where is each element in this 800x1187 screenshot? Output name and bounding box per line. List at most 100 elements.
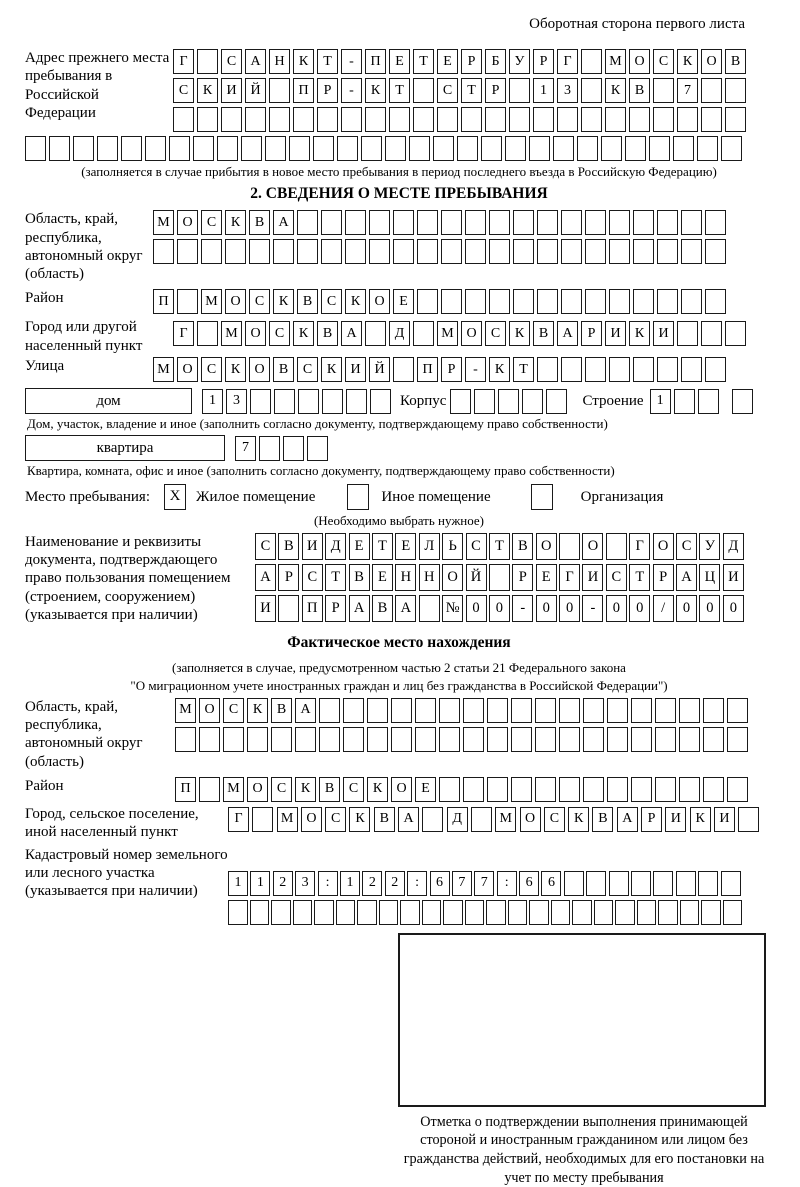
grid-cell[interactable]: К (629, 321, 650, 347)
grid-cell[interactable] (417, 210, 438, 236)
grid-cell[interactable]: В (592, 806, 614, 832)
grid-cell[interactable]: / (652, 594, 674, 622)
grid-cell[interactable]: А (557, 321, 578, 347)
grid-cell[interactable] (581, 107, 602, 132)
grid-cell[interactable] (378, 899, 398, 925)
grid-cell[interactable] (223, 726, 244, 752)
grid-cell[interactable] (314, 899, 334, 925)
grid-cell[interactable]: А (295, 697, 316, 723)
grid-cell[interactable] (633, 239, 654, 265)
grid-cell[interactable] (433, 136, 454, 161)
grid-cell[interactable]: Д (325, 532, 347, 560)
grid-cell[interactable]: О (701, 49, 722, 74)
grid-cell[interactable] (698, 870, 719, 896)
grid-cell[interactable]: О (582, 532, 604, 560)
grid-cell[interactable] (247, 726, 268, 752)
grid-cell[interactable]: В (512, 532, 534, 560)
grid-cell[interactable]: Г (228, 806, 249, 832)
grid-cell[interactable]: 0 (722, 594, 744, 622)
grid-cell[interactable] (583, 776, 604, 802)
grid-cell[interactable]: 3 (295, 870, 316, 896)
grid-cell[interactable] (607, 776, 628, 802)
grid-cell[interactable]: С (173, 78, 194, 103)
grid-cell[interactable] (677, 107, 698, 132)
grid-cell[interactable] (49, 136, 70, 161)
grid-cell[interactable]: Т (389, 78, 410, 103)
grid-cell[interactable] (593, 899, 613, 925)
grid-cell[interactable] (474, 388, 496, 414)
grid-cell[interactable] (498, 388, 520, 414)
grid-cell[interactable]: - (512, 594, 534, 622)
grid-cell[interactable] (537, 239, 558, 265)
grid-cell[interactable]: О (177, 357, 198, 383)
grid-cell[interactable] (201, 239, 222, 265)
grid-cell[interactable]: Г (173, 49, 194, 74)
grid-cell[interactable] (417, 239, 438, 265)
grid-cell[interactable] (727, 697, 748, 723)
grid-cell[interactable] (241, 136, 262, 161)
grid-cell[interactable] (465, 210, 486, 236)
grid-cell[interactable]: К (489, 357, 510, 383)
grid-cell[interactable] (269, 107, 290, 132)
grid-cell[interactable] (343, 726, 364, 752)
grid-cell[interactable]: В (273, 357, 294, 383)
grid-cell[interactable]: О (247, 776, 268, 802)
grid-cell[interactable]: О (391, 776, 412, 802)
grid-cell[interactable]: В (297, 289, 318, 315)
grid-cell[interactable] (725, 107, 746, 132)
grid-cell[interactable]: И (605, 321, 626, 347)
grid-cell[interactable] (259, 435, 280, 461)
grid-cell[interactable]: Р (441, 357, 462, 383)
grid-cell[interactable]: Ь (442, 532, 464, 560)
grid-cell[interactable] (145, 136, 166, 161)
grid-cell[interactable] (537, 289, 558, 315)
grid-cell[interactable] (721, 136, 742, 161)
grid-cell[interactable]: 6 (519, 870, 540, 896)
grid-cell[interactable] (703, 697, 724, 723)
grid-cell[interactable] (441, 239, 462, 265)
grid-cell[interactable] (365, 321, 386, 347)
grid-cell[interactable] (297, 239, 318, 265)
grid-cell[interactable] (653, 78, 674, 103)
grid-cell[interactable]: И (255, 594, 276, 622)
grid-cell[interactable]: С (201, 357, 222, 383)
grid-cell[interactable]: Н (269, 49, 290, 74)
grid-cell[interactable] (727, 776, 748, 802)
grid-cell[interactable] (681, 357, 702, 383)
grid-cell[interactable]: П (417, 357, 438, 383)
grid-cell[interactable] (393, 210, 414, 236)
grid-cell[interactable]: К (295, 776, 316, 802)
grid-cell[interactable] (583, 726, 604, 752)
grid-cell[interactable] (631, 776, 652, 802)
grid-cell[interactable]: Т (513, 357, 534, 383)
grid-cell[interactable]: Й (465, 563, 487, 591)
grid-cell[interactable] (463, 726, 484, 752)
grid-cell[interactable] (465, 239, 486, 265)
grid-cell[interactable]: С (221, 49, 242, 74)
grid-cell[interactable] (633, 210, 654, 236)
grid-cell[interactable]: В (629, 78, 650, 103)
grid-cell[interactable]: 1 (339, 870, 360, 896)
grid-cell[interactable] (581, 49, 602, 74)
grid-cell[interactable] (121, 136, 142, 161)
grid-cell[interactable] (345, 210, 366, 236)
grid-cell[interactable] (465, 289, 486, 315)
grid-cell[interactable] (250, 388, 271, 414)
grid-cell[interactable]: О (519, 806, 541, 832)
grid-cell[interactable]: Е (415, 776, 436, 802)
grid-cell[interactable] (265, 136, 286, 161)
grid-cell[interactable]: 1 (228, 870, 248, 896)
grid-cell[interactable]: И (713, 806, 735, 832)
grid-cell[interactable] (197, 321, 218, 347)
grid-cell[interactable] (437, 107, 458, 132)
grid-cell[interactable]: М (605, 49, 626, 74)
grid-cell[interactable]: О (225, 289, 246, 315)
grid-cell[interactable]: 6 (429, 870, 450, 896)
grid-cell[interactable] (283, 435, 304, 461)
grid-cell[interactable]: В (319, 776, 340, 802)
grid-cell[interactable]: 2 (272, 870, 293, 896)
grid-cell[interactable]: А (255, 563, 276, 591)
grid-cell[interactable]: 6 (541, 870, 562, 896)
grid-cell[interactable] (505, 136, 526, 161)
grid-cell[interactable]: К (365, 78, 386, 103)
